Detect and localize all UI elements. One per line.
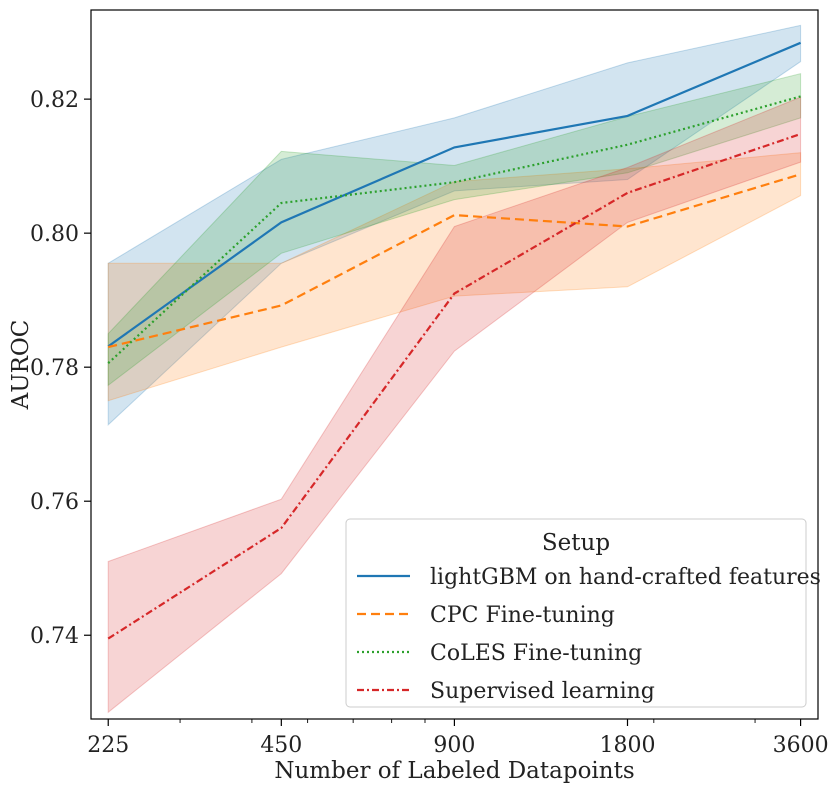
legend-title: Setup [542, 530, 610, 556]
band-coles-fine-tuning [107, 73, 802, 387]
x-tick-label: 450 [260, 733, 302, 758]
x-tick-label: 900 [433, 733, 475, 758]
band-supervised-learning [107, 96, 802, 714]
legend: Setup lightGBM on hand-crafted features C… [345, 518, 821, 708]
band-cpc-fine-tuning [107, 152, 802, 402]
legend-label-cpc-fine-tuning: CPC Fine-tuning [430, 603, 615, 628]
legend-box [345, 518, 807, 708]
band-lightgbm-on-hand-crafted-features [107, 24, 802, 426]
y-axis-label: AUROC [8, 320, 34, 411]
legend-label-supervised-learning: Supervised learning [430, 679, 655, 704]
series-lines [107, 41, 802, 640]
x-tick-label: 3600 [773, 733, 829, 758]
y-axis-ticks: 0.74 0.76 0.78 0.80 0.82 [30, 88, 91, 649]
line-coles-fine-tuning [107, 95, 801, 365]
line-supervised-learning [107, 132, 801, 640]
line-lightgbm-on-hand-crafted-features [107, 41, 802, 348]
y-tick-label: 0.78 [30, 356, 79, 381]
confidence-bands [107, 24, 802, 714]
legend-label-coles-fine-tuning: CoLES Fine-tuning [430, 641, 642, 666]
y-tick-label: 0.76 [30, 490, 79, 515]
x-tick-label: 1800 [599, 733, 655, 758]
x-axis-ticks: 225 450 900 1800 3600 [87, 719, 829, 758]
x-tick-label: 225 [87, 733, 129, 758]
y-tick-label: 0.82 [30, 88, 79, 113]
line-cpc-fine-tuning [107, 173, 801, 349]
y-tick-label: 0.80 [30, 222, 79, 247]
legend-items: lightGBM on hand-crafted features CPC Fin… [357, 565, 821, 704]
x-axis-label: Number of Labeled Datapoints [274, 758, 634, 784]
legend-label-lightgbm-on-hand-crafted-features: lightGBM on hand-crafted features [430, 565, 821, 590]
y-tick-label: 0.74 [30, 624, 79, 649]
